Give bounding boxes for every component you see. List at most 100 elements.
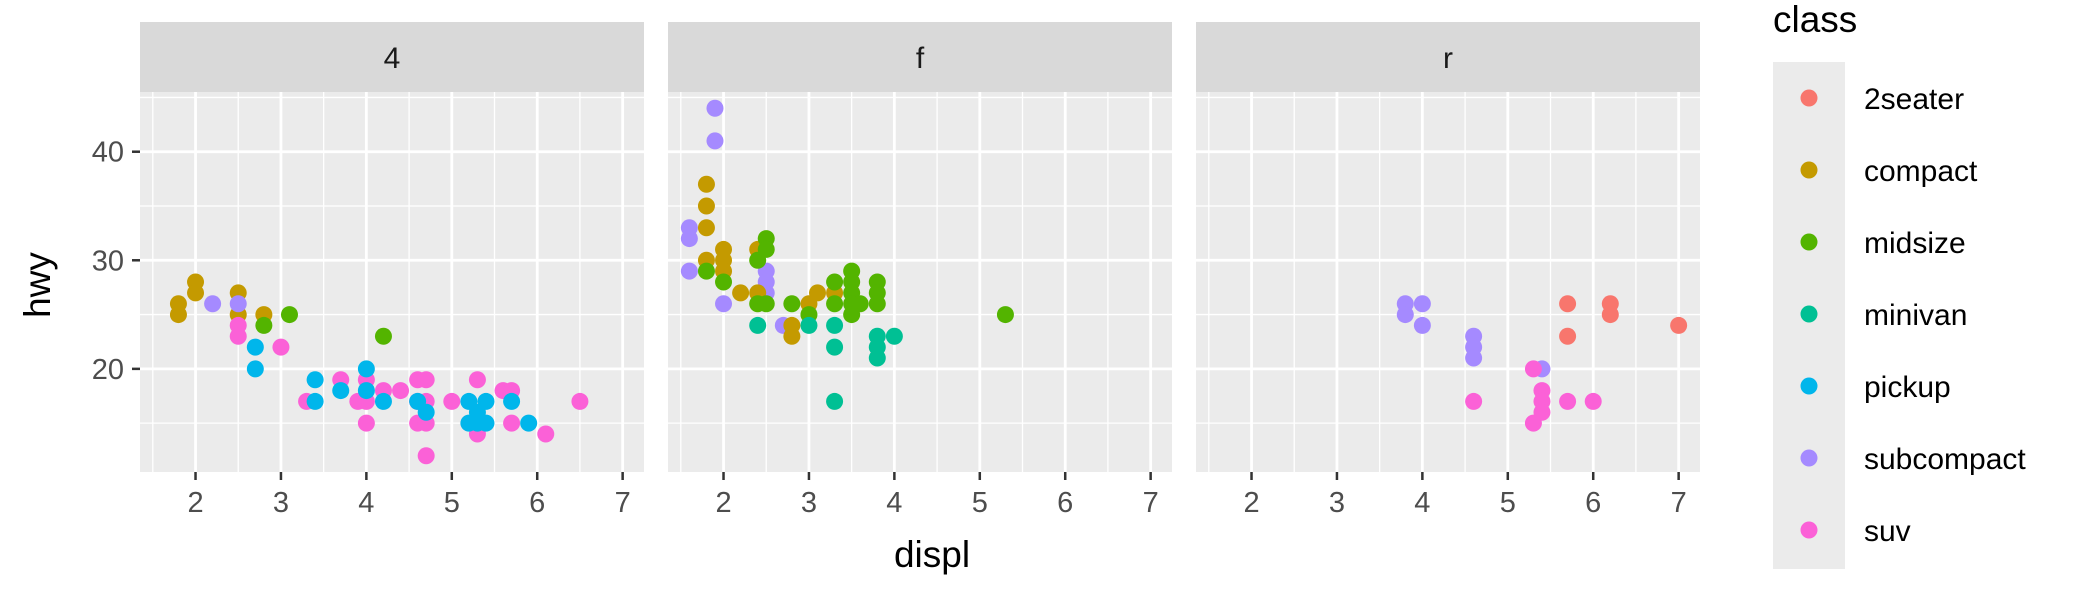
x-tick-label: 4 (358, 487, 374, 519)
points (1396, 295, 1688, 432)
x-tick-label: 5 (972, 487, 988, 519)
x-tick-label: 6 (529, 487, 545, 519)
point-subcompact (1413, 295, 1431, 313)
point-minivan (826, 338, 844, 356)
legend-entries: 2seater compact midsize minivan pickup subcom… (1800, 83, 2026, 548)
point-suv (1524, 360, 1542, 378)
legend-item-compact: compact (1800, 155, 1978, 188)
facet-strip (140, 22, 644, 92)
point-midsize (757, 240, 775, 258)
x-tick-label: 6 (1057, 487, 1073, 519)
legend-key (1800, 377, 1818, 395)
facet-panel-r: r 2 3 4 5 6 7 (1196, 22, 1700, 519)
point-minivan (826, 316, 844, 334)
facet-panel-4: 4 2 3 4 5 6 7 (140, 22, 644, 519)
legend-item-subcompact: subcompact (1800, 443, 2026, 476)
point-suv (272, 338, 290, 356)
facet-strip-label: f (916, 42, 925, 75)
point-pickup (503, 392, 521, 410)
point-pickup (357, 382, 375, 400)
point-pickup (306, 371, 324, 389)
point-minivan (800, 316, 818, 334)
panel-background (1196, 92, 1700, 472)
point-midsize (255, 316, 273, 334)
point-suv (503, 414, 521, 432)
legend-label: minivan (1864, 299, 1967, 332)
point-subcompact (706, 132, 724, 150)
point-minivan (749, 316, 767, 334)
legend-item-minivan: minivan (1800, 299, 1967, 332)
point-pickup (246, 338, 264, 356)
facet-strip (1196, 22, 1700, 92)
point-2seater (1601, 306, 1619, 324)
legend-key (1800, 449, 1818, 467)
point-subcompact (715, 295, 733, 313)
facet-panel-f: f 2 3 4 5 6 7 (668, 22, 1172, 519)
point-2seater (1559, 295, 1577, 313)
point-subcompact (1465, 349, 1483, 367)
panel-background (668, 92, 1172, 472)
x-tick-label: 7 (1143, 487, 1159, 519)
x-tick-label: 3 (273, 487, 289, 519)
point-2seater (1670, 316, 1688, 334)
legend-item-pickup: pickup (1800, 371, 1951, 404)
point-midsize (996, 306, 1014, 324)
point-suv (443, 392, 461, 410)
point-compact (697, 197, 715, 215)
point-subcompact (1396, 306, 1414, 324)
x-axis-title: displ (894, 534, 970, 575)
point-suv (1584, 392, 1602, 410)
legend-key (1800, 89, 1818, 107)
point-midsize (280, 306, 298, 324)
point-minivan (885, 327, 903, 345)
x-tick-label: 5 (1500, 487, 1516, 519)
point-compact (697, 175, 715, 193)
point-compact (187, 284, 205, 302)
legend-item-2seater: 2seater (1800, 83, 1964, 116)
point-subcompact (204, 295, 222, 313)
point-suv (468, 371, 486, 389)
point-pickup (477, 414, 495, 432)
point-suv (392, 382, 410, 400)
point-pickup (332, 382, 350, 400)
legend-item-suv: suv (1800, 515, 1911, 548)
points (169, 273, 589, 465)
x-tick-label: 7 (615, 487, 631, 519)
point-pickup (246, 360, 264, 378)
point-suv (357, 414, 375, 432)
point-compact (808, 284, 826, 302)
point-subcompact (680, 262, 698, 280)
point-minivan (868, 349, 886, 367)
point-midsize (868, 295, 886, 313)
y-axis-title: hwy (17, 252, 58, 318)
x-tick-label: 6 (1585, 487, 1601, 519)
points (680, 99, 1014, 410)
legend-label: 2seater (1864, 83, 1964, 116)
x-tick-label: 7 (1671, 487, 1687, 519)
point-suv (537, 425, 555, 443)
point-midsize (715, 273, 733, 291)
point-subcompact (1413, 316, 1431, 334)
point-pickup (520, 414, 538, 432)
legend: class 2seater compact midsize minivan pickup… (1773, 0, 2026, 569)
x-tick-label: 2 (187, 487, 203, 519)
legend-item-midsize: midsize (1800, 227, 1966, 260)
point-suv (1465, 392, 1483, 410)
point-pickup (477, 392, 495, 410)
point-midsize (826, 295, 844, 313)
point-midsize (757, 295, 775, 313)
legend-label: compact (1864, 155, 1978, 188)
point-minivan (826, 392, 844, 410)
point-compact (732, 284, 750, 302)
panel-background (140, 92, 644, 472)
x-tick-label: 4 (1414, 487, 1430, 519)
point-suv (229, 327, 247, 345)
point-subcompact (680, 230, 698, 248)
point-subcompact (229, 295, 247, 313)
point-midsize (374, 327, 392, 345)
point-suv (417, 371, 435, 389)
point-midsize (697, 262, 715, 280)
x-tick-label: 5 (444, 487, 460, 519)
x-tick-label: 2 (1243, 487, 1259, 519)
